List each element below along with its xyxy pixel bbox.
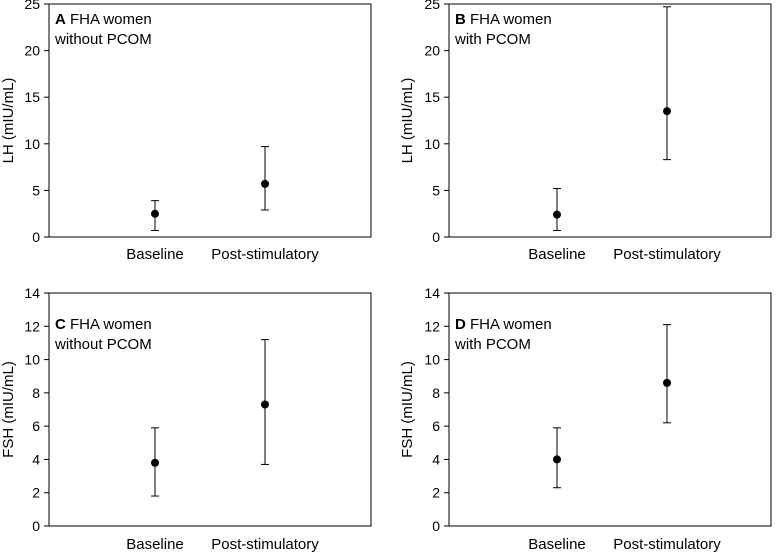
- panel-title-line2: without PCOM: [54, 31, 152, 48]
- y-tick-label: 14: [24, 285, 40, 301]
- y-tick-label: 0: [32, 229, 40, 245]
- data-point: [261, 179, 269, 188]
- data-point: [151, 458, 159, 467]
- y-tick-label: 8: [432, 385, 440, 401]
- y-tick-label: 15: [24, 89, 40, 105]
- data-point: [261, 400, 269, 409]
- data-point: [553, 210, 561, 219]
- y-tick-label: 5: [432, 182, 440, 198]
- y-tick-label: 6: [432, 418, 440, 434]
- y-axis-label: FSH (mIU/mL): [0, 361, 17, 458]
- y-tick-label: 25: [24, 0, 40, 12]
- y-tick-label: 0: [432, 518, 440, 534]
- panel-title: B FHA women: [455, 11, 552, 28]
- y-tick-label: 15: [424, 89, 440, 105]
- chart-panel-b: 0 5 10 15 20 25 LH (mIU/mL) B FHA women with PCO…: [399, 0, 772, 263]
- panel-title: C FHA women: [55, 316, 152, 333]
- panel-letter: C: [55, 316, 66, 333]
- y-tick-label: 5: [32, 182, 40, 198]
- y-tick-label: 14: [424, 285, 440, 301]
- y-tick-label: 10: [24, 136, 40, 152]
- chart-panel-a: 0 5 10 15 20 25 LH (mIU/mL) A FHA women without …: [0, 0, 372, 263]
- y-tick-label: 12: [424, 318, 440, 334]
- y-tick-label: 12: [24, 318, 40, 334]
- panel-title-line2: with PCOM: [454, 31, 531, 48]
- panel-title: A FHA women: [55, 11, 152, 28]
- y-axis-label: LH (mIU/mL): [0, 78, 17, 164]
- y-tick-label: 2: [432, 485, 440, 501]
- plot-frame: [48, 292, 372, 527]
- y-axis-label: LH (mIU/mL): [399, 78, 416, 164]
- data-point: [663, 107, 671, 116]
- data-point: [663, 378, 671, 387]
- y-tick-label: 25: [424, 0, 440, 12]
- x-category-label: Post-stimulatory: [211, 536, 319, 553]
- panel-letter: B: [455, 11, 466, 28]
- panel-title: D FHA women: [455, 316, 552, 333]
- y-tick-label: 20: [424, 43, 440, 59]
- panel-title-line1: FHA women: [466, 11, 552, 28]
- y-tick-label: 6: [32, 418, 40, 434]
- panel-title-line1: FHA women: [66, 11, 152, 28]
- panel-letter: A: [55, 11, 66, 28]
- x-category-label: Baseline: [528, 246, 586, 263]
- plot-frame: [448, 292, 772, 527]
- x-category-label: Baseline: [528, 536, 586, 553]
- y-tick-label: 10: [424, 136, 440, 152]
- y-tick-label: 20: [24, 43, 40, 59]
- x-category-label: Post-stimulatory: [613, 246, 721, 263]
- y-tick-label: 0: [432, 229, 440, 245]
- y-tick-label: 10: [424, 352, 440, 368]
- x-category-label: Baseline: [126, 246, 184, 263]
- y-tick-label: 2: [32, 485, 40, 501]
- data-point: [151, 209, 159, 218]
- y-tick-label: 4: [432, 451, 440, 467]
- data-point: [553, 455, 561, 464]
- panel-title-line1: FHA women: [66, 316, 152, 333]
- panel-letter: D: [455, 316, 466, 333]
- y-tick-label: 4: [32, 451, 40, 467]
- y-tick-label: 10: [24, 352, 40, 368]
- x-category-label: Post-stimulatory: [613, 536, 721, 553]
- plot-frame: [48, 3, 372, 238]
- y-axis-label: FSH (mIU/mL): [399, 361, 416, 458]
- x-category-label: Post-stimulatory: [211, 246, 319, 263]
- chart-panel-d: 0 2 4 6 8 10 12 14 FSH (mIU/mL) D FHA women with P…: [399, 285, 772, 553]
- y-tick-label: 8: [32, 385, 40, 401]
- y-tick-label: 0: [32, 518, 40, 534]
- chart-panel-c: 0 2 4 6 8 10 12 14 FSH (mIU/mL) C FHA women withou…: [0, 285, 372, 553]
- plot-frame: [448, 3, 772, 238]
- x-category-label: Baseline: [126, 536, 184, 553]
- panel-title-line1: FHA women: [466, 316, 552, 333]
- panel-title-line2: without PCOM: [54, 336, 152, 353]
- panel-title-line2: with PCOM: [454, 336, 531, 353]
